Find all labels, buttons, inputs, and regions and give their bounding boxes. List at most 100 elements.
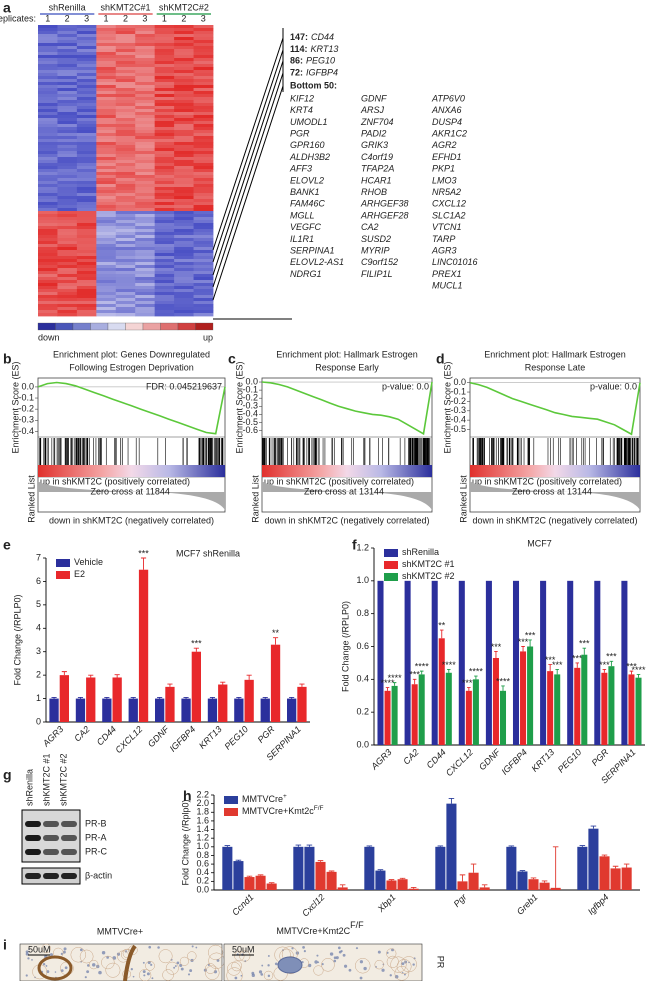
heatmap-cell (193, 193, 214, 197)
gene-name: AKR1C2 (431, 128, 467, 138)
heatmap-cell (57, 268, 78, 272)
error-bar (481, 884, 488, 888)
nucleus (381, 968, 385, 972)
heatmap-cell (115, 202, 136, 206)
heatmap-cell (135, 157, 156, 161)
heatmap-cell (96, 220, 117, 224)
significance: *** (138, 548, 149, 558)
bar (485, 580, 492, 745)
heatmap-cell (96, 169, 117, 173)
bar (610, 868, 621, 890)
nucleus (317, 961, 320, 964)
heatmap-cell (96, 70, 117, 74)
bar (287, 698, 297, 722)
error-bar (289, 696, 295, 699)
heatmap-cell (96, 193, 117, 197)
heatmap-cell (135, 253, 156, 257)
bar (59, 675, 69, 722)
heatmap-cell (174, 64, 194, 68)
adipocyte-edge (226, 967, 243, 981)
heatmap-cell (135, 283, 156, 287)
error-bar (392, 682, 397, 686)
heatmap-cell (76, 283, 97, 287)
gene-name: RHOB (361, 187, 387, 197)
error-bar (235, 859, 242, 862)
heatmap-cell (193, 229, 214, 233)
heatmap-cell (115, 109, 136, 113)
bar (547, 671, 554, 745)
heatmap-cell (174, 58, 194, 62)
heatmap-cell (154, 211, 175, 215)
heatmap-cell (193, 256, 214, 260)
heatmap-cell (76, 313, 97, 317)
heatmap-cell (135, 100, 156, 104)
gene-name: ARHGEF38 (360, 199, 409, 209)
heatmap-cell (115, 181, 136, 185)
heatmap-cell (96, 28, 117, 32)
heatmap-cell (57, 64, 78, 68)
heatmap-cell (38, 235, 58, 239)
heatmap-cell (38, 292, 58, 296)
heatmap-cell (154, 229, 175, 233)
heatmap-cell (115, 103, 136, 107)
nucleus (403, 973, 406, 976)
neg-label: down in shKMT2C (negatively correlated) (472, 515, 637, 525)
heatmap-cell (115, 259, 136, 263)
error-bar (575, 662, 580, 668)
y-tick-label: 1.4 (196, 824, 209, 834)
heatmap-cell (174, 79, 194, 83)
heatmap-cell (193, 259, 214, 263)
heatmap-cell (115, 298, 136, 302)
y-tick-label: 0.0 (356, 739, 369, 749)
heatmap-cell (38, 112, 58, 116)
bar (102, 698, 112, 722)
heatmap-cell (174, 205, 194, 209)
heatmap-cell (76, 235, 97, 239)
colorbar-cell (142, 322, 161, 331)
heatmap-cell (38, 73, 58, 77)
bar (128, 698, 138, 722)
heatmap-cell (76, 211, 97, 215)
heatmap-cell (115, 235, 136, 239)
heatmap-cell (38, 313, 58, 317)
heatmap-cell (193, 235, 214, 239)
error-bar (528, 639, 532, 647)
error-bar (317, 860, 324, 862)
heatmap-cell (38, 124, 58, 128)
nucleus (146, 972, 150, 976)
chart-title: MCF7 shRenilla (176, 548, 240, 558)
heatmap-cell (174, 253, 194, 257)
rank-gradient (38, 465, 225, 477)
bar (270, 644, 281, 722)
chart-title: Response Early (315, 362, 379, 372)
heatmap-cell (174, 160, 194, 164)
y-tick-label: -0.6 (242, 425, 258, 435)
heatmap-cell (174, 163, 194, 167)
heatmap-cell (76, 280, 97, 284)
heatmap-cell (193, 313, 214, 317)
heatmap-cell (57, 295, 78, 299)
heatmap-cell (76, 199, 97, 203)
heatmap-cell (135, 235, 156, 239)
heatmap-cell (135, 58, 156, 62)
error-bar (530, 877, 537, 880)
pos-label: up in shKMT2C (positively correlated) (472, 476, 622, 486)
error-bar (88, 674, 94, 678)
error-bar (579, 845, 586, 847)
heatmap-cell (57, 115, 78, 119)
heatmap-cell (76, 121, 97, 125)
heatmap-cell (57, 142, 78, 146)
pos-label: up in shKMT2C (positively correlated) (264, 476, 414, 486)
heatmap-cell (96, 271, 117, 275)
error-bar (623, 863, 630, 868)
heatmap-cell (115, 169, 136, 173)
heatmap-cell (57, 76, 78, 80)
error-bar (541, 880, 548, 883)
significance: **** (462, 678, 477, 688)
heatmap-cell (135, 160, 156, 164)
heatmap-cell (154, 103, 175, 107)
heatmap-cell (135, 64, 156, 68)
heatmap-cell (193, 187, 214, 191)
error-bar (467, 687, 471, 691)
nucleus (394, 975, 399, 979)
